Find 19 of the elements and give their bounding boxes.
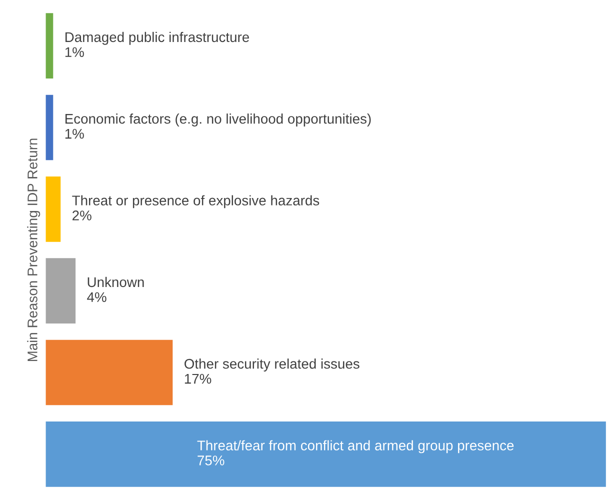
data-label: 1% [65,128,84,139]
y-axis-title: Main Reason Preventing IDP Return [27,138,40,362]
data-label: 2% [72,210,92,220]
data-label: 17% [184,374,212,384]
data-label: 4% [87,292,106,302]
y-tick-label: Other security related issues [184,358,360,372]
y-tick-label: Threat/fear from conflict and armed group presence [197,440,514,454]
y-tick-label: Economic factors (e.g. no livelihood opportunities) [65,114,371,126]
data-label: 1% [65,47,84,57]
y-tick-label: Unknown [88,276,144,288]
bar [46,258,76,324]
bar [46,13,54,78]
y-tick-label: Damaged public infrastructure [65,32,250,45]
bar [46,176,61,242]
y-tick-label: Threat or presence of explosive hazards [72,195,320,208]
bar [46,422,606,487]
bar [46,94,54,160]
bar [46,340,173,406]
data-label: 75% [198,456,224,466]
